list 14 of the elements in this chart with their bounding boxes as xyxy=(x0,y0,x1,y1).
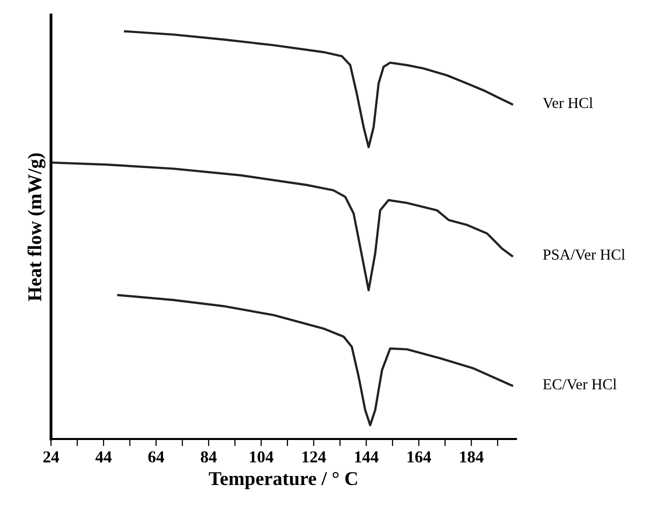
x-tick-label: 124 xyxy=(302,451,326,462)
text: Ver HCl xyxy=(542,97,593,108)
y-axis-title: Heat flow (mW/g) xyxy=(27,153,46,302)
text: PSA/Ver HCl xyxy=(543,249,626,260)
x-tick-label: 164 xyxy=(408,451,431,463)
x-tick-label: 104 xyxy=(250,451,274,463)
x-tick-label: 184 xyxy=(460,451,484,463)
x-tick-label: 24 xyxy=(43,451,60,462)
x-tick-label: 84 xyxy=(200,451,217,463)
text: EC/Ver HCl xyxy=(543,378,617,390)
x-axis-title: Temperature / ° C xyxy=(208,472,357,490)
x-tick-label: 64 xyxy=(148,451,164,463)
x-tick-label: 44 xyxy=(95,451,112,462)
x-tick-label: 144 xyxy=(355,451,378,462)
